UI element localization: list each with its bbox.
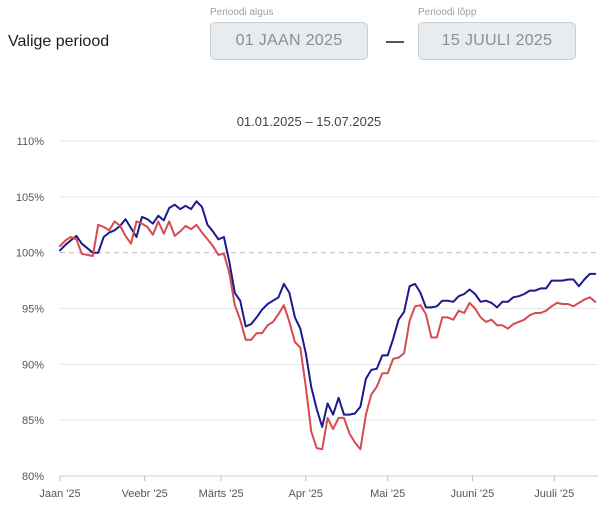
start-date-field[interactable]: 01 JAAN 2025: [210, 22, 368, 60]
start-date-caption: Perioodi algus: [210, 7, 274, 18]
y-tick-label: 110%: [17, 136, 45, 148]
y-tick-label: 85%: [22, 415, 44, 427]
x-tick-label: Mai '25: [370, 488, 405, 500]
end-date-field[interactable]: 15 JUULI 2025: [418, 22, 576, 60]
chart-title: 01.01.2025 – 15.07.2025: [237, 114, 382, 129]
x-tick-label: Apr '25: [289, 488, 324, 500]
series-line-1: [59, 200, 597, 428]
performance-chart: 01.01.2025 – 15.07.2025 80% 85% 90% 95% 100%…: [16, 114, 598, 500]
period-label: Valige periood: [8, 33, 110, 50]
y-tick-label: 105%: [16, 192, 44, 204]
y-tick-label: 90%: [22, 359, 44, 371]
y-tick-label: 100%: [16, 248, 44, 260]
grid: [60, 140, 598, 477]
series-line-2: [59, 220, 597, 451]
x-tick-label: Juuni '25: [451, 488, 495, 500]
end-date-caption: Perioodi lõpp: [418, 7, 477, 18]
x-tick-label: Juuli '25: [534, 488, 574, 500]
axes: 80% 85% 90% 95% 100% 105% 110% Jaan '25 Veebr '2…: [16, 136, 598, 500]
range-separator: [386, 41, 404, 43]
x-tick-label: Veebr '25: [122, 488, 168, 500]
y-tick-label: 95%: [22, 304, 44, 316]
x-tick-label: Jaan '25: [39, 488, 80, 500]
series-lines: [59, 200, 597, 451]
y-tick-label: 80%: [22, 471, 44, 483]
x-tick-label: Märts '25: [199, 488, 244, 500]
